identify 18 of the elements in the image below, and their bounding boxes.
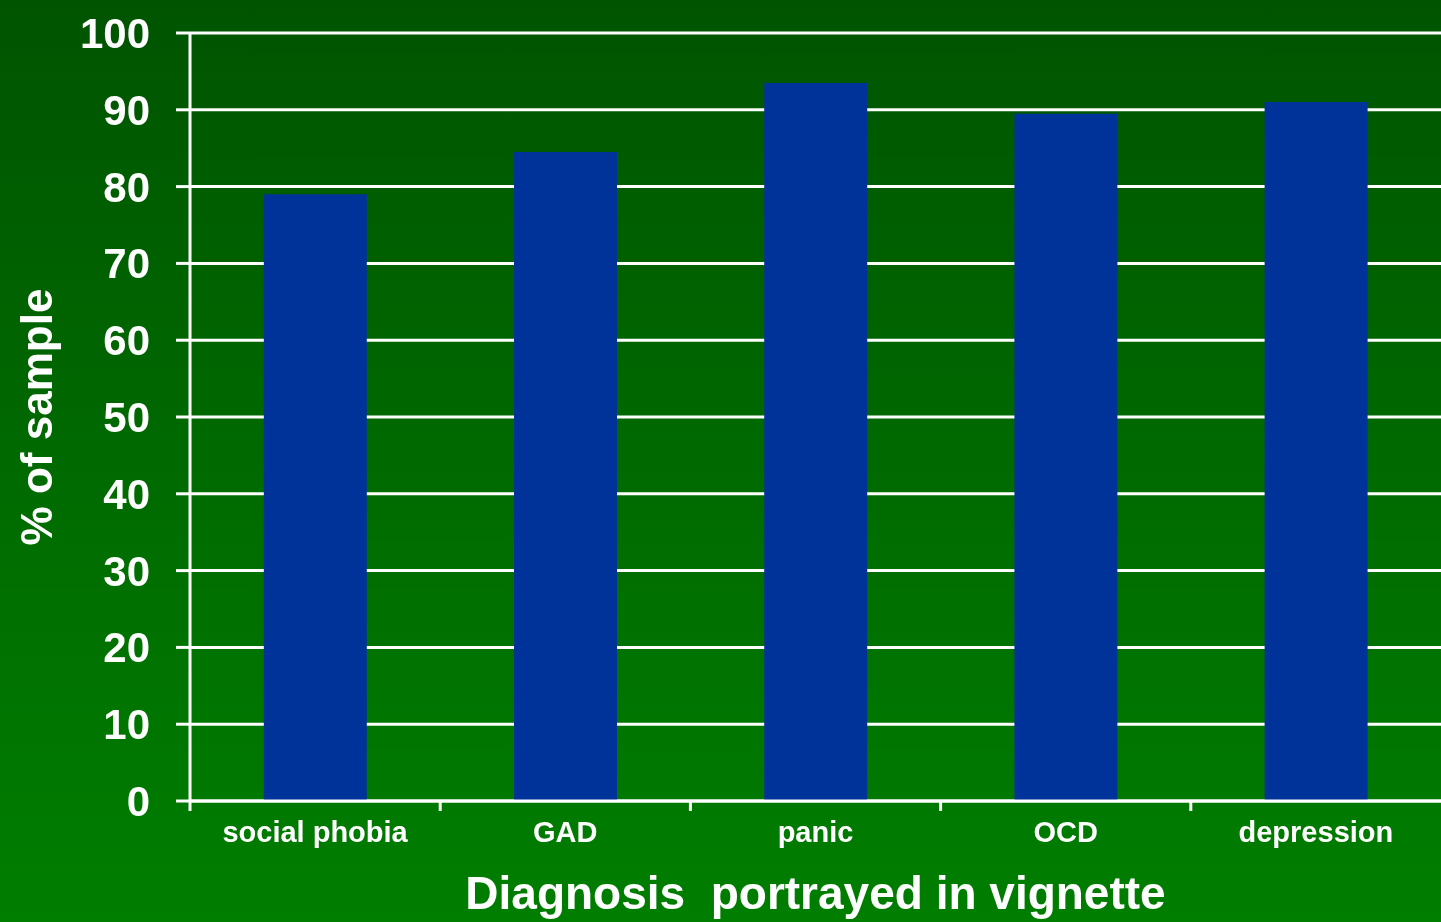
x-tick-label: social phobia [222,816,409,848]
x-tick-label: depression [1238,816,1394,848]
y-tick-label: 100 [79,9,150,57]
y-tick-label: 30 [103,547,150,595]
y-tick-label: 40 [103,470,150,518]
x-tick-label: GAD [533,816,598,848]
y-tick-label: 90 [103,86,150,134]
y-axis-title: % of sample [12,288,61,546]
y-tick-label: 70 [103,240,150,288]
y-tick-label: 50 [103,393,150,441]
y-tick-label: 10 [103,701,150,749]
x-tick-label: OCD [1033,816,1098,848]
y-tick-label: 0 [126,777,150,825]
y-tick-label: 60 [103,317,150,365]
y-tick-label: 20 [103,624,150,672]
x-axis-title: Diagnosis portrayed in vignette [465,867,1166,919]
y-tick-label: 80 [103,163,150,211]
x-tick-label: panic [777,816,854,848]
